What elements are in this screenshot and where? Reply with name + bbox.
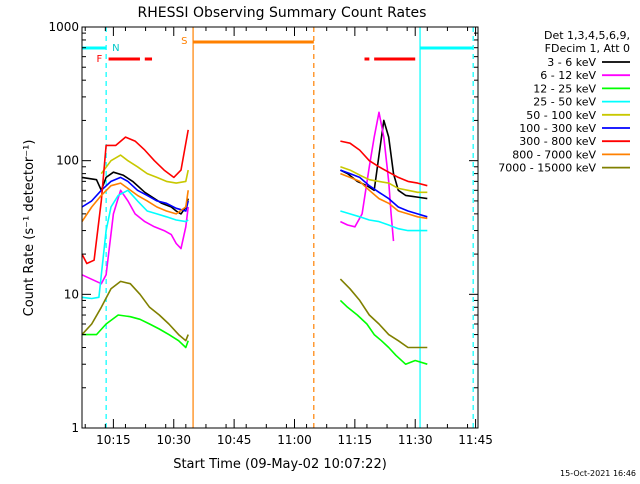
legend-header-line-2: FDecim 1, Att 0: [545, 42, 630, 55]
y-axis-label: Count Rate (s⁻¹ detector⁻¹): [22, 140, 37, 317]
series-line-7: [81, 172, 428, 223]
x-axis-label: Start Time (09-May-02 10:07:22): [173, 457, 387, 472]
legend-header-line-1: Det 1,3,4,5,6,9,: [544, 29, 630, 42]
legend-label-0: 3 - 6 keV: [547, 56, 596, 69]
series-line-4: [100, 154, 428, 194]
footer-date: 15-Oct-2021 16:46: [560, 469, 636, 478]
legend-label-5: 100 - 300 keV: [519, 122, 596, 135]
legend-label-3: 25 - 50 keV: [533, 96, 596, 109]
legend-label-6: 300 - 800 keV: [519, 135, 596, 148]
legend-label-4: 50 - 100 keV: [526, 109, 596, 122]
y-tick-label-0: 1: [71, 421, 79, 435]
series-line-6: [81, 129, 428, 265]
saa-flag-label: S: [181, 36, 187, 47]
series-line-8: [81, 278, 428, 349]
x-tick-label-1: 10:30: [156, 433, 191, 447]
legend-label-2: 12 - 25 keV: [533, 82, 596, 95]
y-tick-label-2: 100: [56, 154, 79, 168]
flags-layer: NF S: [82, 27, 474, 428]
series-line-2: [82, 299, 428, 365]
chart-title: RHESSI Observing Summary Count Rates: [138, 5, 427, 21]
axes-layer: 1 10 100 1000 10:15 10:30 10:45 11:00 11:15 11:30…: [48, 20, 492, 447]
series-line-5: [81, 169, 428, 218]
x-tick-label-5: 11:30: [398, 433, 433, 447]
x-tick-label-0: 10:15: [96, 433, 131, 447]
legend-label-7: 800 - 7000 keV: [512, 148, 596, 161]
series-line-1: [81, 111, 395, 285]
x-tick-label-2: 10:45: [217, 433, 252, 447]
x-tick-label-6: 11:45: [458, 433, 493, 447]
plot-frame: [81, 26, 479, 429]
series-line-3: [81, 189, 428, 300]
flare-flag-label: F: [97, 54, 103, 65]
legend-label-1: 6 - 12 keV: [540, 69, 596, 82]
night-flag-label: N: [112, 43, 119, 54]
x-tick-label-3: 11:00: [277, 433, 312, 447]
y-tick-label-3: 1000: [48, 20, 79, 34]
series-layer: [81, 111, 428, 365]
legend-label-8: 7000 - 15000 keV: [498, 162, 596, 175]
y-tick-label-1: 10: [64, 287, 79, 301]
x-tick-label-4: 11:15: [338, 433, 373, 447]
